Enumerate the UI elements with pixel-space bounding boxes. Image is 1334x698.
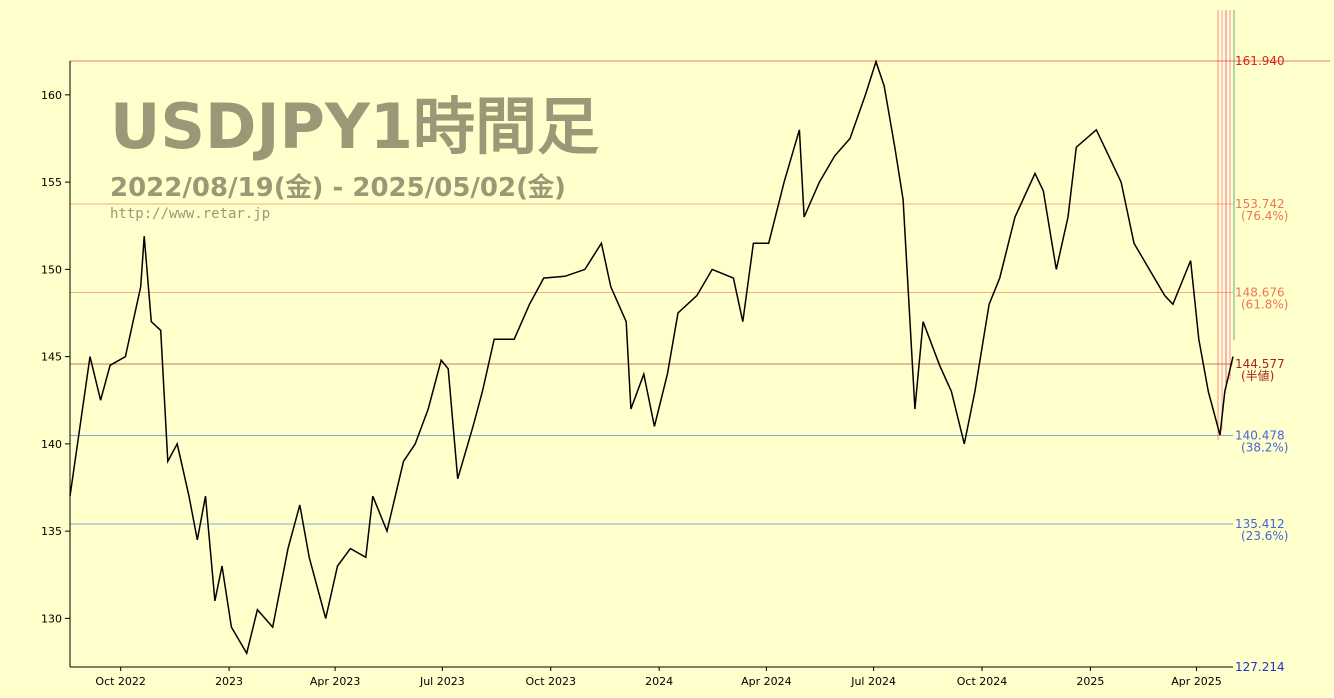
x-tick-label: Oct 2022 [95, 675, 146, 688]
level-ratio: (半値) [1241, 368, 1274, 383]
level-label: 153.742 [1235, 197, 1285, 211]
level-label: 144.577 [1235, 357, 1285, 371]
x-tick-label: 2023 [215, 675, 243, 688]
chart-title: USDJPY1時間足 [110, 90, 599, 163]
x-tick-label: Jul 2024 [850, 675, 896, 688]
level-label: 127.214 [1235, 660, 1285, 674]
price-line [69, 59, 1234, 656]
y-tick-label: 130 [41, 612, 62, 625]
level-ratio: (61.8%) [1241, 297, 1288, 311]
y-tick-label: 140 [41, 438, 62, 451]
chart-subtitle: 2022/08/19(金) - 2025/05/02(金) [110, 172, 566, 203]
x-tick-label: Apr 2023 [310, 675, 361, 688]
level-ratio: (38.2%) [1241, 441, 1288, 455]
x-tick-label: Apr 2024 [741, 675, 792, 688]
x-tick-label: Apr 2025 [1171, 675, 1222, 688]
x-tick-label: Jul 2023 [419, 675, 465, 688]
x-tick-label: 2025 [1076, 675, 1104, 688]
y-tick-label: 155 [41, 176, 62, 189]
level-label: 135.412 [1235, 517, 1285, 531]
level-label: 140.478 [1235, 429, 1285, 443]
x-tick-label: 2024 [645, 675, 673, 688]
level-label: 161.940 [1235, 54, 1285, 68]
x-tick-label: Oct 2023 [525, 675, 576, 688]
y-tick-label: 160 [41, 89, 62, 102]
marker-lines [1217, 10, 1235, 440]
level-ratio: (23.6%) [1241, 529, 1288, 543]
y-tick-label: 150 [41, 263, 62, 276]
y-tick-label: 135 [41, 525, 62, 538]
level-ratio: (76.4%) [1241, 209, 1288, 223]
x-tick-label: Oct 2024 [957, 675, 1008, 688]
y-tick-label: 145 [41, 351, 62, 364]
source-url: http://www.retar.jp [110, 206, 270, 222]
level-label: 148.676 [1235, 285, 1285, 299]
